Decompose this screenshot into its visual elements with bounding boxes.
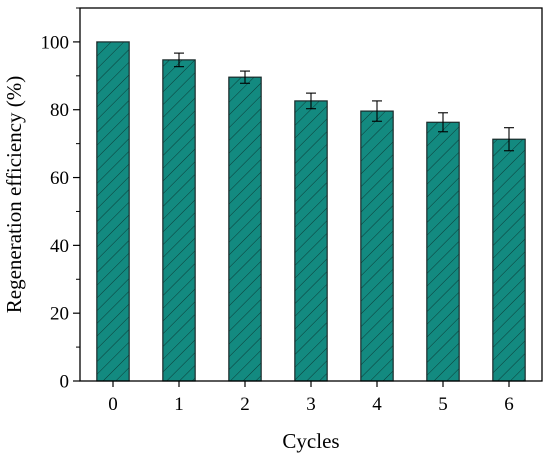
x-tick-label-0: 0 [108,394,118,415]
y-tick-label-40: 40 [50,236,69,257]
bar-hatch-cycle-2 [228,76,262,382]
bar-hatch-cycle-1 [162,59,196,382]
y-tick-label-20: 20 [50,304,69,325]
bars-group [96,41,526,382]
error-bar-cycle-3 [306,92,316,110]
y-axis: 0 20 40 60 80 100 [41,7,80,393]
error-bars-group [174,52,514,152]
x-axis-title: Cycles [282,429,339,453]
bar-hatch-cycle-3 [294,100,328,382]
error-bar-cycle-2 [240,70,250,84]
y-tick-label-0: 0 [60,372,70,393]
x-tick-label-5: 5 [438,394,448,415]
error-bar-cycle-4 [372,100,382,122]
x-tick-label-3: 3 [306,394,316,415]
x-tick-label-2: 2 [240,394,250,415]
x-axis: 0 1 2 3 4 5 6 [108,381,514,415]
bar-hatch-cycle-0 [96,41,130,382]
x-tick-label-6: 6 [504,394,514,415]
bar-hatch-cycle-6 [492,138,526,382]
y-tick-label-80: 80 [50,100,69,121]
bar-hatch-cycle-4 [360,110,394,382]
x-tick-label-1: 1 [174,394,184,415]
error-bar-cycle-1 [174,52,184,68]
error-bar-cycle-5 [438,112,448,133]
x-tick-label-4: 4 [372,394,382,415]
y-axis-title: Regeneration efficiency (%) [2,76,26,314]
y-tick-label-100: 100 [41,32,70,53]
bar-hatch-cycle-5 [426,121,460,382]
y-tick-label-60: 60 [50,168,69,189]
error-bar-cycle-6 [504,127,514,152]
